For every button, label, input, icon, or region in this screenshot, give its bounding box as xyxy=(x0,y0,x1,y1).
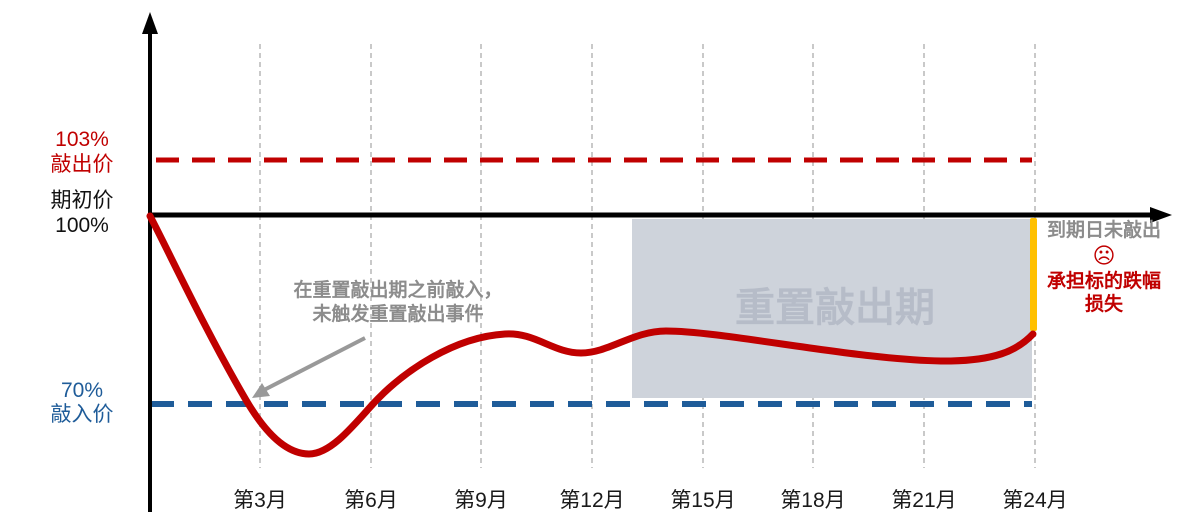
knockin-price-label: 70% 敲入价 xyxy=(50,379,114,426)
month-label-9: 第9月 xyxy=(454,489,508,512)
reset-period-watermark: 重置敲出期 xyxy=(735,286,935,330)
knockin-note: 在重置敲出期之前敲入， 未触发重置敲出事件 xyxy=(293,280,503,325)
x-axis-arrowhead-icon xyxy=(1150,207,1172,223)
month-label-15: 第15月 xyxy=(670,489,736,512)
month-label-12: 第12月 xyxy=(559,489,625,512)
month-label-6: 第6月 xyxy=(344,489,398,512)
maturity-loss-text: 承担标的跌幅 损失 xyxy=(1046,271,1161,315)
sad-face-icon: ☹ xyxy=(1092,243,1116,268)
month-label-3: 第3月 xyxy=(233,489,287,512)
month-label-24: 第24月 xyxy=(1002,489,1068,512)
month-label-21: 第21月 xyxy=(891,489,957,512)
initial-price-label: 期初价 100% xyxy=(50,189,114,237)
knockout-price-label: 103% 敲出价 xyxy=(50,128,114,176)
annotation-arrow-icon xyxy=(252,336,366,398)
maturity-bar xyxy=(1030,218,1037,331)
y-axis-arrowhead-icon xyxy=(142,12,158,34)
month-label-18: 第18月 xyxy=(780,489,846,512)
reset-knockout-region xyxy=(632,219,1032,398)
maturity-title: 到期日未敲出 xyxy=(1046,220,1161,241)
maturity-outcome-block: 到期日未敲出 ☹ 承担标的跌幅 损失 xyxy=(1032,219,1176,316)
price-curve xyxy=(146,212,1037,458)
